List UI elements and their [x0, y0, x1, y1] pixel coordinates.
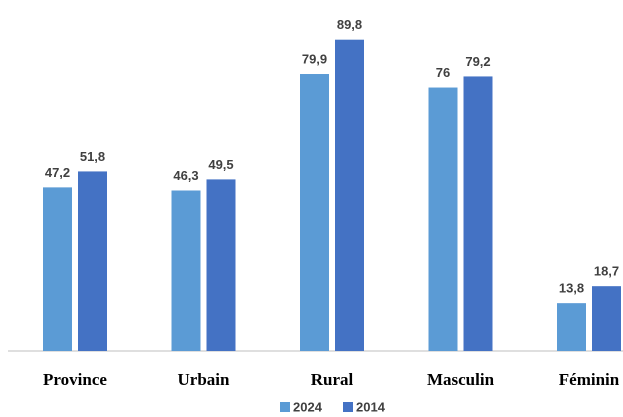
- data-label: 51,8: [80, 149, 105, 164]
- x-tick-label: Urbain: [178, 370, 231, 389]
- bar: [300, 74, 329, 351]
- data-label: 18,7: [594, 264, 619, 279]
- legend-label: 2024: [293, 399, 323, 414]
- bar: [557, 303, 586, 351]
- data-label: 46,3: [173, 168, 198, 183]
- data-label: 47,2: [45, 165, 70, 180]
- data-label: 89,8: [337, 17, 362, 32]
- data-label: 79,2: [465, 54, 490, 69]
- x-tick-label: Féminin: [559, 370, 620, 389]
- legend-label: 2014: [356, 399, 386, 414]
- bar: [43, 187, 72, 351]
- bar: [428, 87, 458, 352]
- x-tick-label: Rural: [311, 370, 354, 389]
- legend-swatch: [343, 402, 353, 412]
- bar: [463, 76, 493, 351]
- x-tick-label: Masculin: [427, 370, 495, 389]
- bar: [206, 179, 236, 351]
- bar: [592, 286, 621, 351]
- legend-swatch: [280, 402, 290, 412]
- x-tick-label: Province: [43, 370, 107, 389]
- data-label: 76: [436, 65, 450, 80]
- bar: [171, 190, 201, 351]
- data-label: 13,8: [559, 281, 584, 296]
- data-label: 49,5: [208, 157, 233, 172]
- bar: [78, 171, 107, 351]
- data-label: 79,9: [302, 51, 327, 66]
- bar: [335, 39, 364, 352]
